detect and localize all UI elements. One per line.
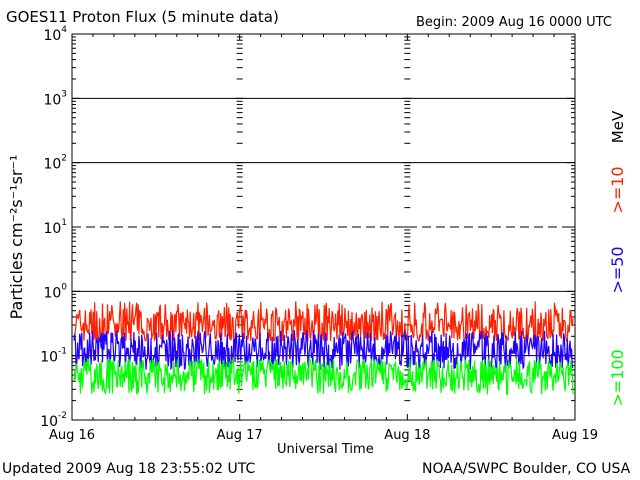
x-tick-label: Aug 17: [217, 428, 263, 443]
begin-time: Begin: 2009 Aug 16 0000 UTC: [416, 15, 612, 30]
y-tick-label: 100: [43, 282, 67, 301]
series-line: [73, 356, 574, 396]
chart-title: GOES11 Proton Flux (5 minute data): [6, 8, 279, 26]
unit-label: MeV: [609, 110, 627, 143]
y-tick-label: 103: [43, 89, 67, 108]
y-tick-label: 104: [43, 25, 67, 44]
legend-label: >=10: [608, 166, 627, 213]
x-tick-label: Aug 18: [384, 428, 430, 443]
credit-text: NOAA/SWPC Boulder, CO USA: [422, 461, 631, 477]
legend-label: >=100: [608, 349, 627, 406]
x-tick-label: Aug 16: [49, 428, 95, 443]
y-axis-title: Particles cm⁻²s⁻¹sr⁻¹: [7, 155, 26, 320]
y-tick-label: 102: [43, 154, 67, 173]
legend-label: >=50: [608, 246, 627, 293]
updated-timestamp: Updated 2009 Aug 18 23:55:02 UTC: [2, 461, 256, 477]
x-axis-title: Universal Time: [277, 442, 374, 457]
y-tick-label: 10-1: [40, 347, 67, 366]
series-line: [73, 301, 574, 343]
x-tick-label: Aug 19: [552, 428, 598, 443]
y-tick-label: 101: [43, 218, 67, 237]
y-tick-label: 10-2: [40, 411, 67, 430]
